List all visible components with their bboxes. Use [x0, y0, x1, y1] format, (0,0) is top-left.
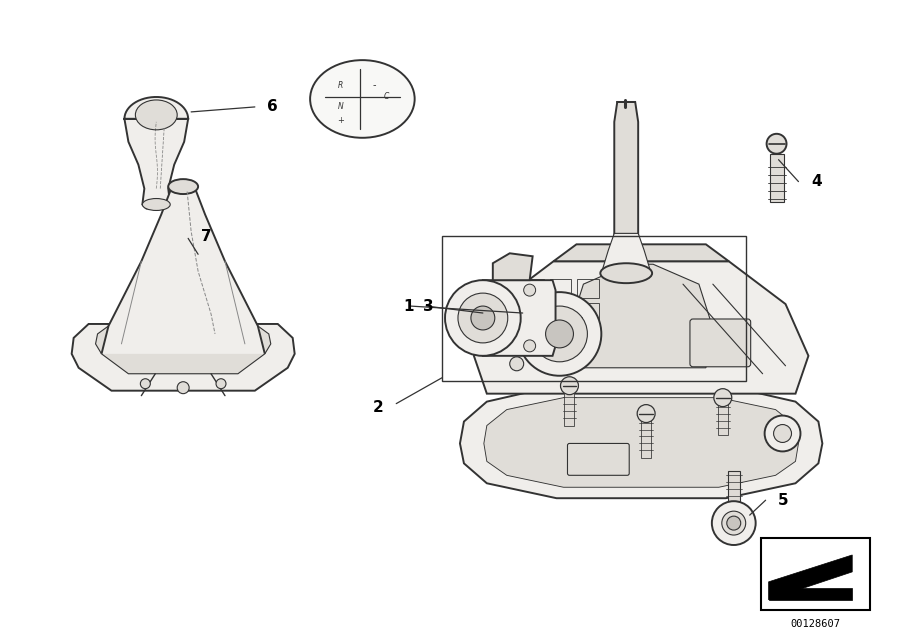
Text: 6: 6	[267, 99, 278, 114]
Circle shape	[458, 293, 508, 343]
Polygon shape	[570, 264, 713, 368]
FancyBboxPatch shape	[690, 319, 751, 367]
Ellipse shape	[135, 100, 177, 130]
Circle shape	[216, 378, 226, 389]
Circle shape	[767, 134, 787, 154]
Text: 00128607: 00128607	[790, 619, 841, 628]
Bar	[522, 279, 544, 298]
FancyBboxPatch shape	[568, 443, 629, 475]
Circle shape	[712, 501, 756, 545]
Polygon shape	[474, 261, 808, 394]
Polygon shape	[770, 154, 784, 202]
Circle shape	[524, 284, 536, 296]
Bar	[578, 279, 599, 298]
Text: 4: 4	[811, 174, 822, 189]
Circle shape	[524, 340, 536, 352]
Polygon shape	[601, 233, 651, 273]
Ellipse shape	[168, 179, 198, 194]
Bar	[550, 279, 572, 298]
Circle shape	[637, 404, 655, 422]
Circle shape	[765, 415, 800, 452]
Circle shape	[140, 378, 150, 389]
Polygon shape	[769, 555, 852, 600]
Text: 3: 3	[423, 298, 434, 314]
Bar	[550, 327, 572, 346]
Circle shape	[727, 516, 741, 530]
Circle shape	[714, 389, 732, 406]
Polygon shape	[641, 413, 651, 459]
Text: 7: 7	[201, 229, 212, 244]
Text: N: N	[338, 102, 344, 111]
Polygon shape	[102, 188, 265, 354]
Bar	[522, 327, 544, 346]
Polygon shape	[718, 398, 728, 436]
Polygon shape	[483, 280, 555, 356]
Text: 5: 5	[778, 493, 788, 508]
Circle shape	[532, 306, 588, 362]
Bar	[550, 303, 572, 322]
Polygon shape	[728, 471, 740, 501]
Polygon shape	[72, 324, 294, 391]
Circle shape	[722, 511, 746, 535]
Polygon shape	[564, 385, 574, 425]
Circle shape	[509, 357, 524, 371]
Ellipse shape	[600, 263, 652, 283]
Ellipse shape	[310, 60, 415, 138]
Text: 2: 2	[373, 400, 383, 415]
Text: R: R	[338, 81, 343, 90]
Text: 1: 1	[403, 298, 413, 314]
Text: C: C	[383, 92, 389, 102]
Circle shape	[545, 320, 573, 348]
Bar	[760, 538, 870, 610]
Polygon shape	[554, 244, 729, 261]
Circle shape	[471, 306, 495, 330]
Circle shape	[561, 377, 579, 395]
Circle shape	[177, 382, 189, 394]
Bar	[578, 327, 599, 346]
Text: -: -	[373, 80, 376, 90]
Circle shape	[518, 292, 601, 376]
Circle shape	[445, 280, 521, 356]
Bar	[578, 303, 599, 322]
Bar	[442, 237, 746, 381]
Polygon shape	[460, 385, 823, 498]
Polygon shape	[493, 253, 533, 280]
Text: +: +	[337, 116, 344, 125]
Ellipse shape	[142, 198, 170, 211]
Polygon shape	[769, 588, 852, 600]
Polygon shape	[615, 102, 638, 268]
Bar	[522, 303, 544, 322]
Polygon shape	[95, 326, 271, 374]
Circle shape	[774, 425, 791, 443]
Polygon shape	[124, 97, 188, 209]
Polygon shape	[484, 398, 798, 487]
